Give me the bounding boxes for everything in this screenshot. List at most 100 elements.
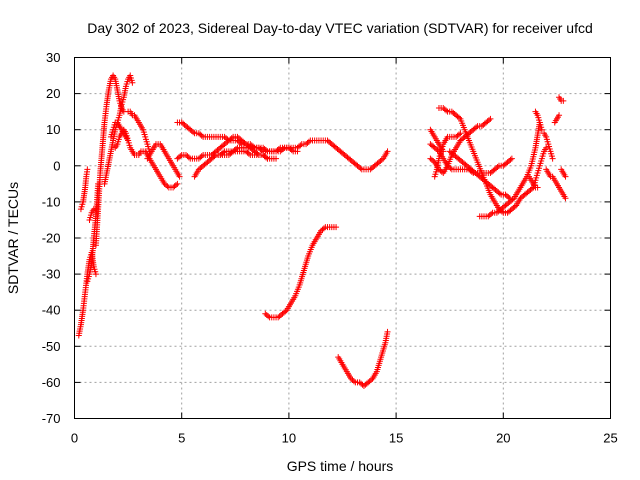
data-point <box>198 132 205 139</box>
data-point <box>265 313 272 320</box>
data-point <box>254 150 261 157</box>
y-tick-label: 20 <box>46 86 60 101</box>
y-tick-label: -20 <box>42 231 61 246</box>
data-points <box>75 72 569 390</box>
data-point <box>438 168 445 175</box>
data-point <box>172 182 179 189</box>
series-arc-17 <box>427 141 515 177</box>
data-point <box>511 203 518 210</box>
data-point <box>455 114 462 121</box>
data-point <box>275 145 282 152</box>
data-point <box>384 328 391 335</box>
data-point <box>430 157 437 164</box>
data-point <box>494 164 501 171</box>
y-tick-label: 30 <box>46 50 60 65</box>
y-tick-label: -10 <box>42 194 61 209</box>
data-point <box>534 184 541 191</box>
data-point <box>228 135 235 142</box>
data-point <box>198 153 205 160</box>
data-point <box>190 129 197 136</box>
y-tick-label: -40 <box>42 303 61 318</box>
data-point <box>297 142 304 149</box>
data-point <box>378 156 385 163</box>
x-tick-label: 5 <box>178 431 185 446</box>
x-tick-label: 15 <box>389 431 403 446</box>
series-arc-16 <box>335 328 391 390</box>
data-point <box>320 225 327 232</box>
series-arc-02 <box>77 166 91 213</box>
data-point <box>528 185 535 192</box>
data-point <box>164 183 171 190</box>
series-arc-26 <box>541 130 556 162</box>
data-point <box>177 153 184 160</box>
data-point <box>333 224 340 231</box>
data-point <box>434 147 441 154</box>
series-arc-30 <box>558 166 569 180</box>
data-point <box>263 154 270 161</box>
data-point <box>562 173 569 180</box>
data-point <box>505 194 512 201</box>
data-point <box>457 130 464 137</box>
y-tick-label: -60 <box>42 375 61 390</box>
series-arc-08 <box>112 126 181 191</box>
data-point <box>368 376 375 383</box>
data-point <box>305 138 312 145</box>
data-point <box>84 166 91 173</box>
series-arc-10 <box>144 141 183 180</box>
chart-title: Day 302 of 2023, Sidereal Day-to-day VTE… <box>87 20 593 36</box>
data-point <box>174 180 181 187</box>
data-point <box>185 154 192 161</box>
data-point <box>560 97 567 104</box>
data-point <box>357 165 364 172</box>
data-point <box>282 308 289 315</box>
x-tick-label: 20 <box>496 431 510 446</box>
data-point <box>350 378 357 385</box>
series-arc-28 <box>551 112 563 126</box>
data-point <box>455 131 462 138</box>
data-point <box>507 156 514 163</box>
data-point <box>488 210 495 217</box>
data-point <box>220 149 227 156</box>
data-point <box>92 271 99 278</box>
series-arc-14 <box>208 133 280 162</box>
data-point <box>245 150 252 157</box>
data-point <box>273 155 280 162</box>
data-point <box>556 112 563 119</box>
data-point <box>263 147 270 154</box>
y-tick-label: 0 <box>53 158 60 173</box>
data-point <box>473 124 480 131</box>
x-axis-label: GPS time / hours <box>287 458 394 474</box>
data-point <box>176 173 183 180</box>
y-tick-label: -30 <box>42 267 61 282</box>
series-arc-31 <box>526 173 541 191</box>
data-point <box>129 79 136 86</box>
series-arc-22 <box>446 148 513 202</box>
data-point <box>384 148 391 155</box>
data-point <box>486 117 493 124</box>
y-tick-label: -50 <box>42 339 61 354</box>
data-point <box>487 115 494 122</box>
x-tick-label: 25 <box>603 431 617 446</box>
series-arc-25 <box>532 108 545 133</box>
series-arc-13 <box>191 137 391 180</box>
series-arc-27 <box>543 166 569 202</box>
data-point <box>562 195 569 202</box>
data-point <box>538 126 545 133</box>
y-tick-label: 10 <box>46 122 60 137</box>
data-point <box>549 155 556 162</box>
series-arc-05 <box>92 72 127 249</box>
series-arc-29 <box>556 94 567 104</box>
y-tick-label: -70 <box>42 411 61 426</box>
series-arc-15 <box>262 224 340 321</box>
axis-ticks: 0 5 10 15 20 25 -70 -60 -50 -40 -30 -20 -10 0 10 20 30 <box>42 50 618 446</box>
x-tick-label: 10 <box>282 431 296 446</box>
data-point <box>443 107 450 114</box>
data-point <box>509 196 516 203</box>
series-arc-20 <box>431 130 464 180</box>
data-point <box>508 155 515 162</box>
data-point <box>543 144 550 151</box>
data-point <box>233 145 240 152</box>
x-tick-label: 0 <box>71 431 78 446</box>
